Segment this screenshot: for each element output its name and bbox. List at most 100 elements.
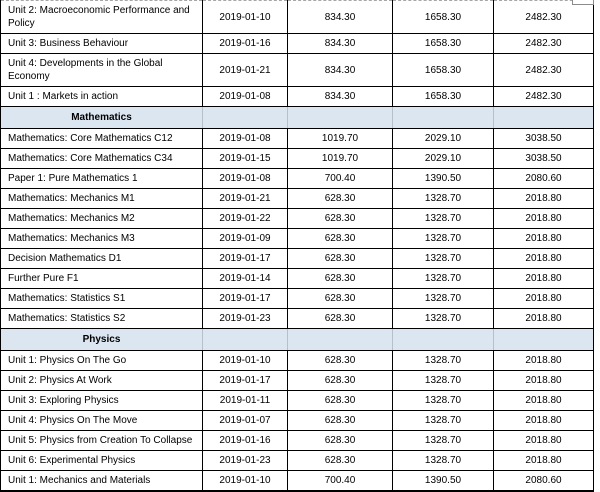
section-empty-cell — [287, 328, 393, 351]
fee-cell: 628.30 — [287, 268, 393, 289]
exam-date-cell: 2019-01-17 — [202, 248, 288, 269]
section-empty-cell — [493, 328, 594, 351]
fee-cell: 1328.70 — [392, 268, 494, 289]
exam-date-cell: 2019-01-10 — [202, 350, 288, 371]
section-empty-cell — [392, 328, 494, 351]
table-row: Mathematics: Mechanics M1 2019-01-21 628.3… — [0, 188, 594, 209]
fee-cell: 2018.80 — [493, 208, 594, 229]
section-label: Physics — [0, 328, 203, 351]
fee-cell: 2018.80 — [493, 248, 594, 269]
table-row: Further Pure F1 2019-01-14 628.30 1328.70 20… — [0, 268, 594, 289]
section-empty-cell — [202, 328, 288, 351]
exam-name-cell: Unit 2: Macroeconomic Performance and Po… — [0, 0, 203, 34]
section-empty-cell — [392, 106, 494, 129]
fee-cell: 1328.70 — [392, 288, 494, 309]
exam-date-cell: 2019-01-21 — [202, 53, 288, 87]
fee-cell: 1658.30 — [392, 33, 494, 54]
fee-cell: 628.30 — [287, 430, 393, 451]
fee-cell: 628.30 — [287, 288, 393, 309]
exam-date-cell: 2019-01-07 — [202, 410, 288, 431]
fee-cell: 1328.70 — [392, 248, 494, 269]
fee-cell: 1019.70 — [287, 128, 393, 149]
fee-cell: 2018.80 — [493, 450, 594, 471]
fee-cell: 834.30 — [287, 0, 393, 34]
fee-cell: 2482.30 — [493, 86, 594, 107]
table-row: Mathematics: Statistics S2 2019-01-23 628.… — [0, 308, 594, 329]
fee-cell: 2018.80 — [493, 308, 594, 329]
fee-cell: 2018.80 — [493, 288, 594, 309]
fee-cell: 1658.30 — [392, 86, 494, 107]
section-empty-cell — [202, 106, 288, 129]
exam-name-cell: Further Pure F1 — [0, 268, 203, 289]
fee-cell: 2018.80 — [493, 370, 594, 391]
exam-date-cell: 2019-01-11 — [202, 390, 288, 411]
table-row: Unit 4: Developments in the Global Econo… — [0, 53, 594, 87]
table-row: Paper 1: Pure Mathematics 1 2019-01-08 700… — [0, 168, 594, 189]
exam-name-cell: Mathematics: Mechanics M1 — [0, 188, 203, 209]
exam-name-cell: Mathematics: Mechanics M2 — [0, 208, 203, 229]
exam-name-cell: Unit 3: Business Behaviour — [0, 33, 203, 54]
exam-date-cell: 2019-01-08 — [202, 86, 288, 107]
fee-cell: 628.30 — [287, 350, 393, 371]
exam-name-cell: Mathematics: Statistics S1 — [0, 288, 203, 309]
fee-cell: 2018.80 — [493, 268, 594, 289]
table-row: Unit 1: Mechanics and Materials 2019-01-1… — [0, 470, 594, 492]
fee-cell: 1658.30 — [392, 0, 494, 34]
section-empty-cell — [287, 106, 393, 129]
fee-cell: 1328.70 — [392, 370, 494, 391]
fee-cell: 628.30 — [287, 188, 393, 209]
fee-cell: 1390.50 — [392, 168, 494, 189]
fee-cell: 700.40 — [287, 168, 393, 189]
table-row: Unit 1 : Markets in action 2019-01-08 834.… — [0, 86, 594, 107]
exam-date-cell: 2019-01-23 — [202, 450, 288, 471]
fee-cell: 2482.30 — [493, 0, 594, 34]
exam-name-cell: Unit 1 : Markets in action — [0, 86, 203, 107]
exam-name-cell: Mathematics: Core Mathematics C12 — [0, 128, 203, 149]
exam-date-cell: 2019-01-14 — [202, 268, 288, 289]
fee-cell: 834.30 — [287, 33, 393, 54]
table-row: Unit 6: Experimental Physics 2019-01-23 62… — [0, 450, 594, 471]
fee-cell: 2080.60 — [493, 470, 594, 492]
clipped-cell-fragment — [572, 0, 594, 5]
table-row: Decision Mathematics D1 2019-01-17 628.30 1… — [0, 248, 594, 269]
exam-name-cell: Mathematics: Statistics S2 — [0, 308, 203, 329]
exam-name-cell: Unit 6: Experimental Physics — [0, 450, 203, 471]
exam-date-cell: 2019-01-10 — [202, 0, 288, 34]
fee-cell: 1328.70 — [392, 308, 494, 329]
table-row: Mathematics: Statistics S1 2019-01-17 628.… — [0, 288, 594, 309]
fee-cell: 1658.30 — [392, 53, 494, 87]
fee-cell: 1328.70 — [392, 350, 494, 371]
table-row: Mathematics: Mechanics M3 2019-01-09 628.3… — [0, 228, 594, 249]
table-row: Mathematics: Core Mathematics C12 2019-01… — [0, 128, 594, 149]
fee-cell: 2018.80 — [493, 410, 594, 431]
fee-cell: 628.30 — [287, 228, 393, 249]
fee-cell: 2018.80 — [493, 188, 594, 209]
exam-name-cell: Unit 4: Physics On The Move — [0, 410, 203, 431]
fee-cell: 1328.70 — [392, 450, 494, 471]
section-label: Mathematics — [0, 106, 203, 129]
table-row: Mathematics: Core Mathematics C34 2019-01… — [0, 148, 594, 169]
exam-date-cell: 2019-01-17 — [202, 370, 288, 391]
fee-cell: 1019.70 — [287, 148, 393, 169]
table-row: Unit 2: Macroeconomic Performance and Po… — [0, 0, 594, 34]
fee-cell: 1328.70 — [392, 410, 494, 431]
fee-cell: 1328.70 — [392, 188, 494, 209]
fee-cell: 3038.50 — [493, 128, 594, 149]
table-row: Unit 2: Physics At Work 2019-01-17 628.30 1… — [0, 370, 594, 391]
exam-name-cell: Mathematics: Mechanics M3 — [0, 228, 203, 249]
exam-name-cell: Mathematics: Core Mathematics C34 — [0, 148, 203, 169]
exam-date-cell: 2019-01-22 — [202, 208, 288, 229]
fee-cell: 834.30 — [287, 86, 393, 107]
exam-date-cell: 2019-01-23 — [202, 308, 288, 329]
fee-cell: 1328.70 — [392, 228, 494, 249]
exam-name-cell: Decision Mathematics D1 — [0, 248, 203, 269]
exam-date-cell: 2019-01-10 — [202, 470, 288, 492]
section-empty-cell — [493, 106, 594, 129]
fee-cell: 1328.70 — [392, 208, 494, 229]
exam-date-cell: 2019-01-16 — [202, 430, 288, 451]
exam-name-cell: Unit 1: Physics On The Go — [0, 350, 203, 371]
fee-cell: 2018.80 — [493, 430, 594, 451]
